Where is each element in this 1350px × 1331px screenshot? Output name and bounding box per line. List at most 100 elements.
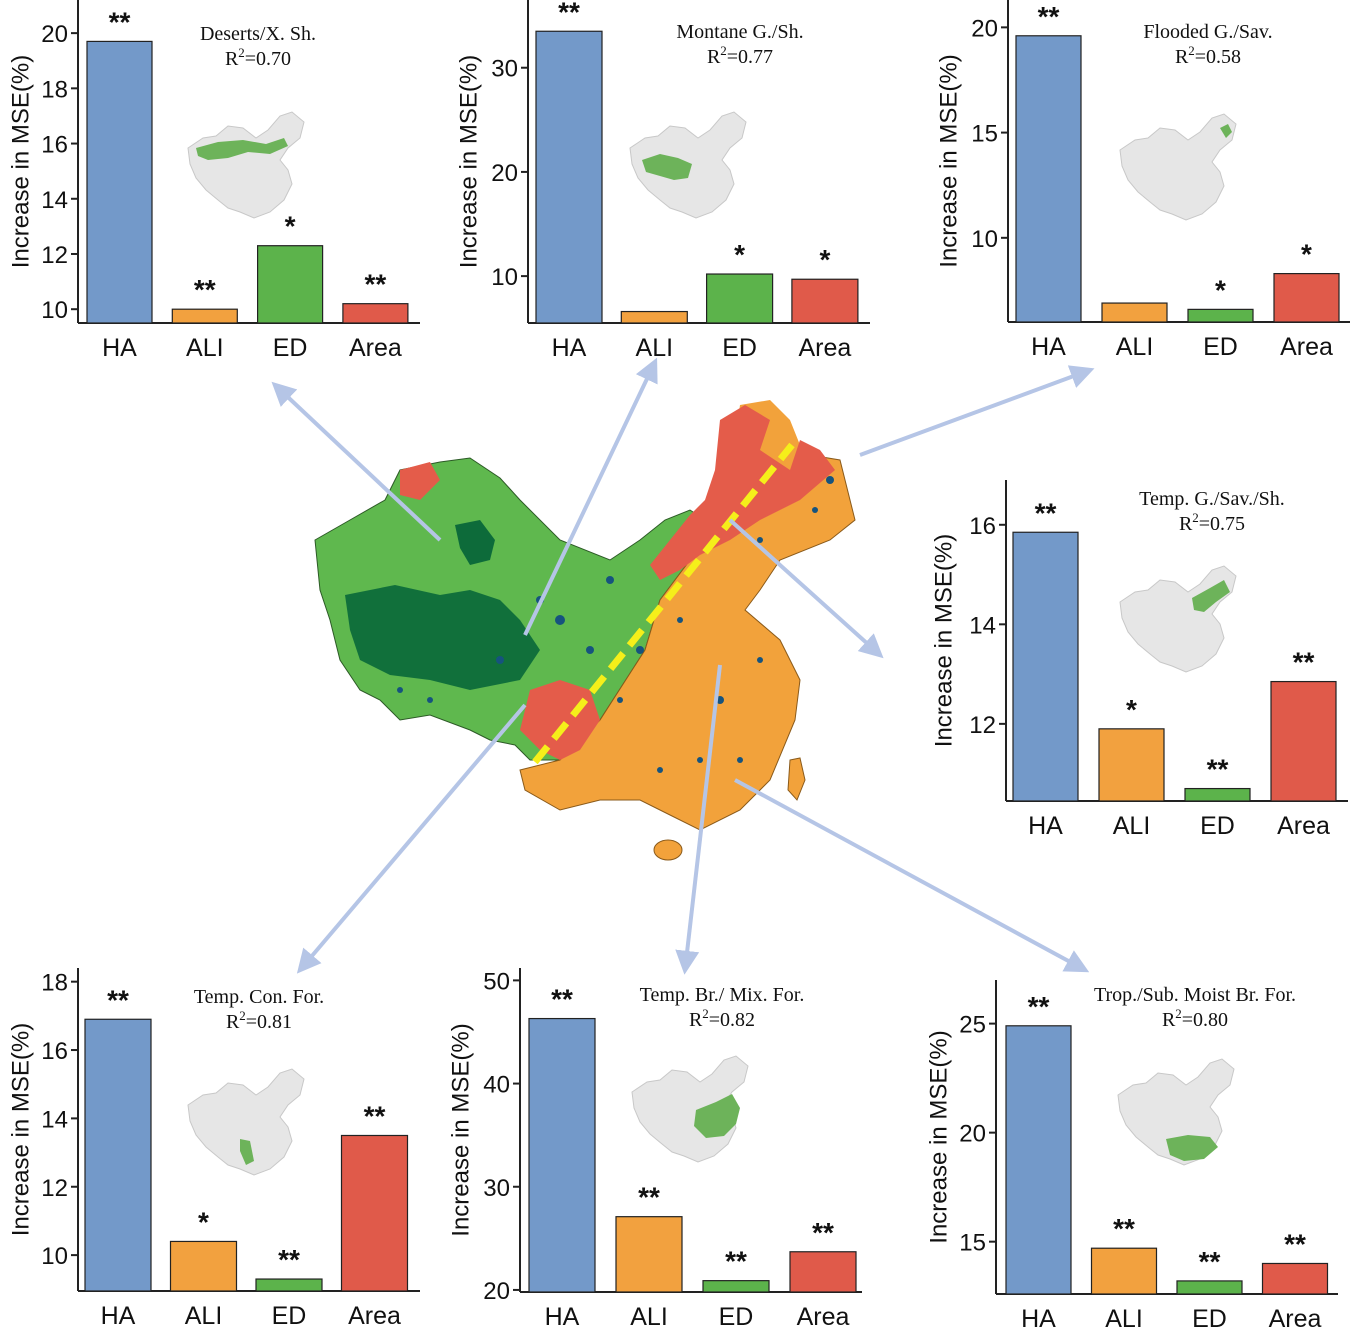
chart-panel-temperate-conifer: 10 12 14 16 18 Increase in MSE(%) HA ** ALI * ED **… — [7, 968, 420, 1330]
x-tick-label: ALI — [1105, 1305, 1143, 1331]
map-hainan — [653, 839, 683, 861]
inset-land — [1119, 565, 1237, 673]
chart-panel-temperate-broadleaf: 20 30 40 50 Increase in MSE(%) HA ** ALI ** ED ** A… — [447, 968, 862, 1331]
bar-ed — [1184, 787, 1251, 802]
arrow-temperate-conifer — [296, 703, 527, 974]
y-tick-label: 16 — [41, 132, 68, 159]
bar-ali — [1090, 1247, 1158, 1295]
significance-label: ** — [1207, 754, 1229, 785]
significance-label: ** — [1038, 1, 1060, 32]
r-squared-label: R2=0.75 — [1179, 510, 1245, 535]
r-squared-value: =0.82 — [709, 1009, 755, 1031]
significance-label: ** — [1028, 991, 1050, 1022]
inset-biome-extent — [196, 138, 288, 160]
y-tick-label: 16 — [41, 1038, 68, 1065]
x-tick-label: ED — [1200, 812, 1235, 840]
x-tick-label: ED — [1192, 1305, 1227, 1331]
inset-china-map — [187, 111, 305, 219]
bar-ali — [171, 308, 238, 324]
y-tick-label: 16 — [969, 513, 996, 540]
inset-biome-extent — [694, 1094, 740, 1138]
r-squared-superscript: 2 — [1192, 510, 1199, 525]
arrow-temperate-grass — [728, 518, 884, 659]
x-tick-label: Area — [1277, 812, 1330, 840]
r-squared-value: =0.70 — [245, 48, 291, 70]
y-axis-label: Increase in MSE(%) — [7, 1023, 34, 1236]
significance-label: ** — [364, 1100, 386, 1131]
map-blue-patches — [397, 476, 834, 773]
bar-ha — [86, 40, 153, 324]
x-tick-label: HA — [1028, 812, 1063, 840]
bar-ha — [1005, 1025, 1072, 1295]
significance-label: ** — [812, 1217, 834, 1248]
inset-biome-extent — [1192, 580, 1230, 612]
bar-ed — [702, 1280, 770, 1293]
bar-ed — [1187, 308, 1254, 323]
y-tick-label: 14 — [41, 1106, 68, 1133]
x-tick-label: ED — [273, 334, 308, 362]
y-tick-label: 50 — [483, 968, 510, 995]
significance-label: ** — [194, 274, 216, 305]
r-squared-superscript: 2 — [1175, 1006, 1182, 1021]
chart-panel-tropical-moist: 15 20 25 Increase in MSE(%) HA ** ALI ** ED ** Are… — [925, 980, 1338, 1331]
significance-label: ** — [638, 1182, 660, 1213]
bar-area — [1261, 1262, 1329, 1295]
r-squared-symbol: R — [689, 1009, 703, 1031]
y-tick-label: 15 — [959, 1230, 986, 1257]
x-tick-label: Area — [1269, 1305, 1322, 1331]
bar-ali — [1101, 302, 1168, 323]
r-squared-label: R2=0.82 — [689, 1006, 755, 1031]
x-tick-label: ALI — [185, 1302, 223, 1330]
bar-ali — [615, 1216, 683, 1293]
arrow-deserts — [271, 381, 442, 542]
y-tick-label: 18 — [41, 76, 68, 103]
arrows-layer — [271, 357, 1095, 975]
chart-title: Flooded G./Sav. — [1143, 21, 1272, 43]
arrow-tropical-moist — [734, 778, 1090, 973]
r-squared-superscript: 2 — [239, 1008, 246, 1023]
significance-label: ** — [365, 269, 387, 300]
chart-panel-montane: 10 20 30 Increase in MSE(%) HA ** ALI ED * Area * M… — [455, 0, 870, 362]
significance-label: ** — [1293, 647, 1315, 678]
r-squared-superscript: 2 — [702, 1006, 709, 1021]
significance-label: * — [1301, 239, 1312, 270]
r-squared-value: =0.81 — [246, 1011, 292, 1033]
bar-area — [340, 1134, 409, 1292]
significance-label: * — [285, 211, 296, 242]
r-squared-value: =0.58 — [1195, 46, 1241, 68]
inset-biome-extent — [1166, 1135, 1218, 1161]
map-region-red-nw — [400, 462, 440, 500]
x-tick-label: ED — [722, 334, 757, 362]
bar-area — [791, 278, 859, 324]
y-tick-label: 20 — [971, 15, 998, 42]
r-squared-superscript: 2 — [1188, 43, 1195, 58]
central-china-map — [314, 400, 856, 861]
bar-area — [789, 1251, 857, 1293]
y-tick-label: 20 — [491, 160, 518, 187]
inset-china-map — [1117, 1058, 1235, 1166]
chart-panel-flooded: 10 15 20 Increase in MSE(%) HA ** ALI ED * Area * F… — [935, 0, 1350, 361]
significance-label: * — [198, 1206, 209, 1237]
bar-ali — [169, 1240, 238, 1292]
inset-china-map — [629, 111, 747, 219]
map-region-dark-green-2 — [455, 520, 495, 565]
chart-title: Trop./Sub. Moist Br. For. — [1094, 984, 1296, 1006]
r-squared-symbol: R — [1179, 513, 1193, 535]
x-tick-label: ALI — [636, 334, 674, 362]
map-region-red-sw — [520, 680, 600, 760]
y-tick-label: 14 — [969, 612, 996, 639]
r-squared-label: R2=0.81 — [226, 1008, 292, 1033]
bar-ha — [528, 1017, 596, 1293]
x-tick-label: ED — [1203, 333, 1238, 361]
chart-panel-temperate-grass: 12 14 16 Increase in MSE(%) HA ** ALI * ED ** Area… — [930, 480, 1348, 840]
map-taiwan — [787, 757, 806, 801]
r-squared-label: R2=0.77 — [707, 43, 773, 68]
bar-area — [1273, 272, 1340, 323]
y-tick-label: 10 — [971, 226, 998, 253]
x-tick-label: Area — [798, 334, 851, 362]
bar-ha — [1015, 35, 1082, 323]
y-tick-label: 20 — [959, 1121, 986, 1148]
chart-panel-deserts: 10 12 14 16 18 20 Increase in MSE(%) HA ** ALI ** E… — [7, 0, 420, 362]
x-tick-label: HA — [545, 1303, 580, 1331]
significance-label: * — [1215, 274, 1226, 305]
